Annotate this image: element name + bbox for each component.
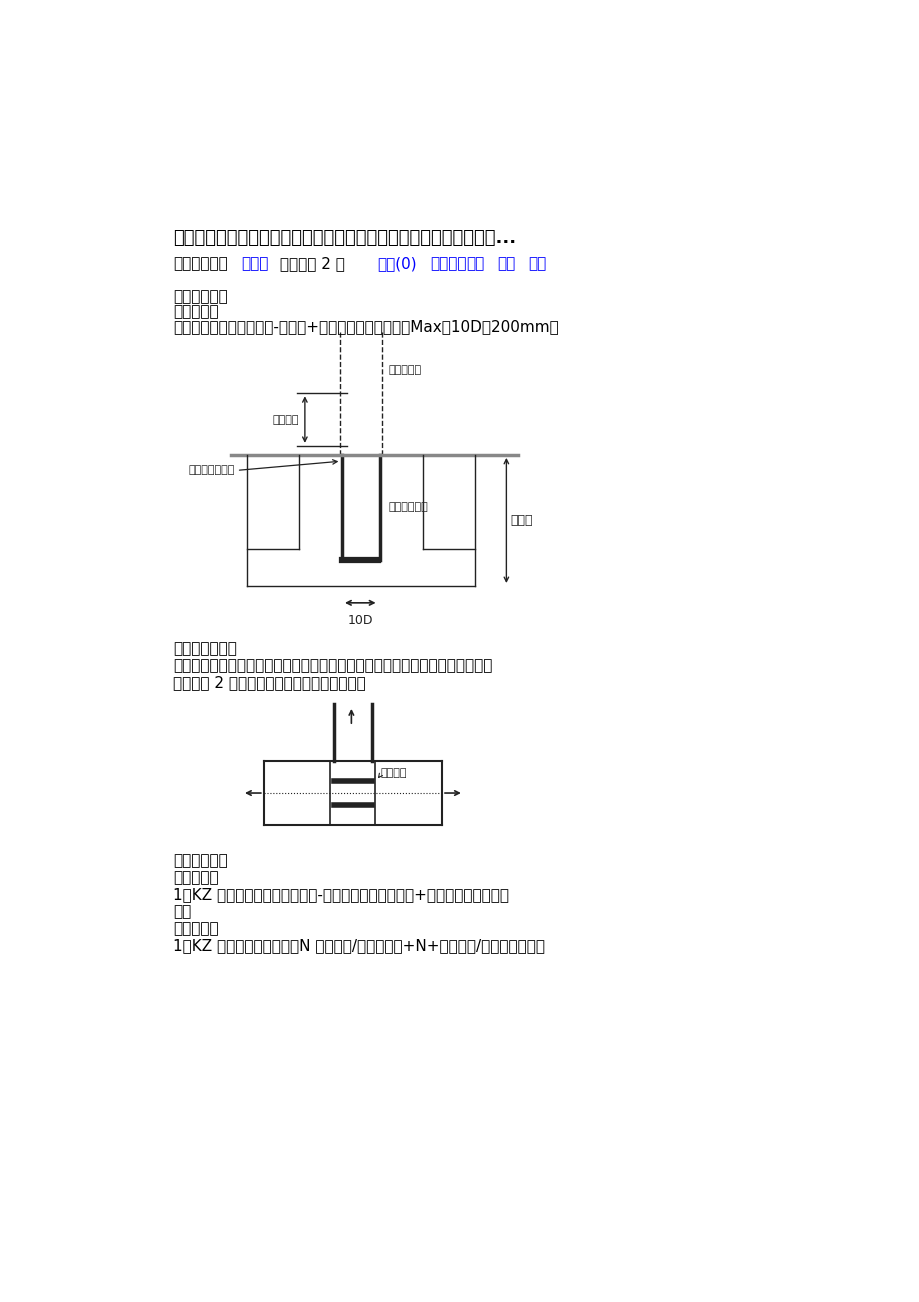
Text: 上层柱钢筋: 上层柱钢筋 [388, 366, 421, 375]
Text: 评论(0): 评论(0) [378, 256, 417, 271]
Text: 二、柱箍筋: 二、柱箍筋 [173, 921, 219, 936]
Text: 伸出基础的高度: 伸出基础的高度 [188, 465, 235, 475]
Text: 已被分享 2 次: 已被分享 2 次 [275, 256, 350, 271]
Text: 首次分享者：: 首次分享者： [173, 256, 228, 271]
Text: 基础内箍筋的作用仅起一个稳固作用，也可以说是防止钢筋在浇注时受到挠动。: 基础内箍筋的作用仅起一个稳固作用，也可以说是防止钢筋在浇注时受到挠动。 [173, 659, 492, 673]
Text: 二、基础内箍筋: 二、基础内箍筋 [173, 642, 237, 656]
Text: 一般是按 2 根进行计算（软件中是按三根）。: 一般是按 2 根进行计算（软件中是按三根）。 [173, 676, 366, 690]
Text: 1、KZ 中间层的纵向钢筋＝层高-当前层伸出地面的高度+上一层伸出楼地面的: 1、KZ 中间层的纵向钢筋＝层高-当前层伸出地面的高度+上一层伸出楼地面的 [173, 887, 508, 902]
Text: 10D: 10D [347, 613, 372, 626]
Text: 任逍遥: 任逍遥 [241, 256, 268, 271]
Text: 删除: 删除 [528, 256, 546, 271]
Text: 复制链接: 复制链接 [430, 256, 467, 271]
Text: 第二章中间层: 第二章中间层 [173, 853, 228, 868]
Text: 转载: 转载 [496, 256, 515, 271]
Text: 基础高: 基础高 [510, 514, 532, 527]
Text: 附加箍筋: 附加箍筋 [380, 768, 407, 779]
Text: 搭接长度: 搭接长度 [272, 414, 299, 424]
Text: 一、柱主筋: 一、柱主筋 [173, 305, 219, 319]
Text: 基础中柱钢筋: 基础中柱钢筋 [388, 501, 428, 512]
Text: 只要你学习，从事建筑，不管是什么专业绝对能用到。一定收藏它，...: 只要你学习，从事建筑，不管是什么专业绝对能用到。一定收藏它，... [173, 229, 516, 247]
Text: 一、柱纵筋: 一、柱纵筋 [173, 870, 219, 885]
Text: 高度: 高度 [173, 904, 191, 919]
Text: 1、KZ 中间层的箍筋根数＝N 个加密区/加密区间距+N+非加密区/非加密区间距－: 1、KZ 中间层的箍筋根数＝N 个加密区/加密区间距+N+非加密区/非加密区间距… [173, 937, 545, 953]
Text: 分享: 分享 [466, 256, 483, 271]
Text: 基础插筋＝基础底板厚度-保护层+伸入上层的钢筋长度＋Max｛10D，200mm｝: 基础插筋＝基础底板厚度-保护层+伸入上层的钢筋长度＋Max｛10D，200mm｝ [173, 319, 558, 335]
Text: 第一章基础层: 第一章基础层 [173, 289, 228, 303]
